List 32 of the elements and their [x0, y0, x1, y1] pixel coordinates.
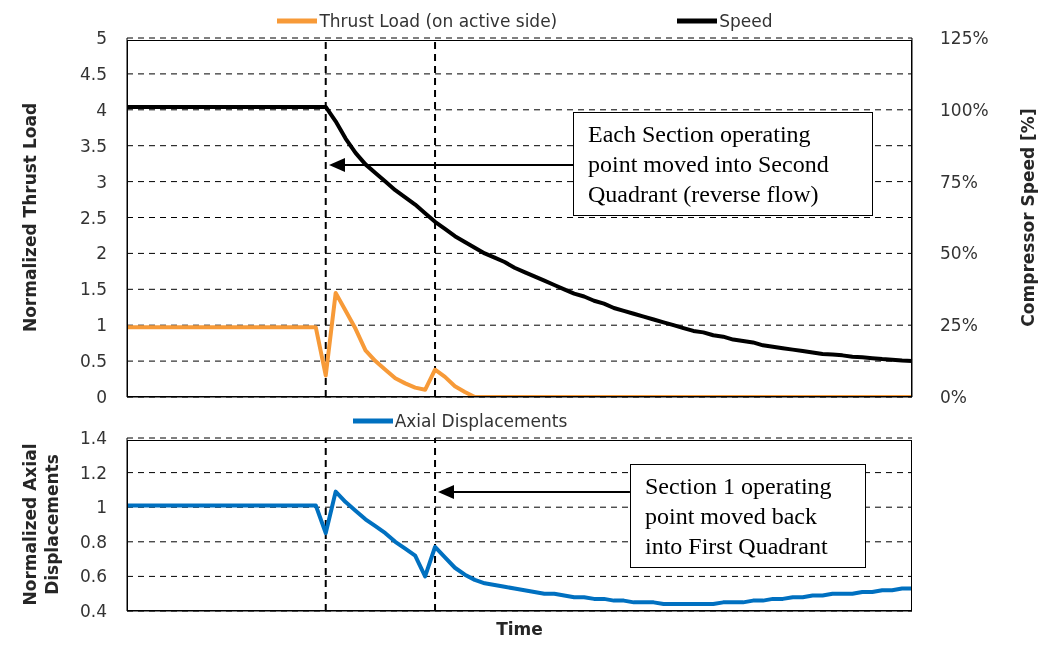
y2-tick-label: 125%: [940, 28, 989, 49]
y2-tick-label: 0%: [940, 387, 967, 408]
y-tick-label: 0.8: [79, 531, 107, 552]
y-tick-label: 3: [96, 171, 107, 192]
y-tick-label: 1.5: [79, 279, 107, 300]
y-tick-label: 2.5: [79, 207, 107, 228]
y-axis-title: Normalized Axial Displacements: [20, 443, 62, 606]
y2-axis-title: Compressor Speed [%]: [1018, 108, 1038, 327]
y2-tick-label: 100%: [940, 99, 989, 120]
y-tick-label: 1.2: [79, 462, 107, 483]
y-tick-label: 4: [96, 99, 107, 120]
y-tick-label: 2: [96, 243, 107, 264]
legend-label: Speed: [719, 10, 773, 32]
legend-label: Axial Displacements: [394, 410, 568, 432]
annotation: Section 1 operating point moved back into First Quadrant: [630, 464, 866, 568]
y-axis-title: Normalized Thrust Load: [20, 102, 40, 333]
legend-label: Thrust Load (on active side): [319, 10, 558, 32]
y-tick-label: 1: [96, 315, 107, 336]
y-tick-label: 0.5: [79, 351, 107, 372]
y-tick-label: 4.5: [79, 63, 107, 84]
y-tick-label: 1.4: [79, 428, 107, 449]
x-axis-title: Time: [496, 619, 543, 639]
y-tick-label: 1: [96, 497, 107, 518]
y-tick-label: 5: [96, 28, 107, 49]
y-tick-label: 3.5: [79, 135, 107, 156]
y-tick-label: 0.6: [79, 566, 107, 587]
y2-tick-label: 25%: [940, 315, 978, 336]
y-tick-label: 0: [96, 387, 107, 408]
y2-tick-label: 50%: [940, 243, 978, 264]
y2-tick-label: 75%: [940, 171, 978, 192]
annotation: Each Section operating point moved into Second Quadrant (reverse flow): [573, 112, 873, 216]
y-tick-label: 0.4: [79, 601, 107, 622]
